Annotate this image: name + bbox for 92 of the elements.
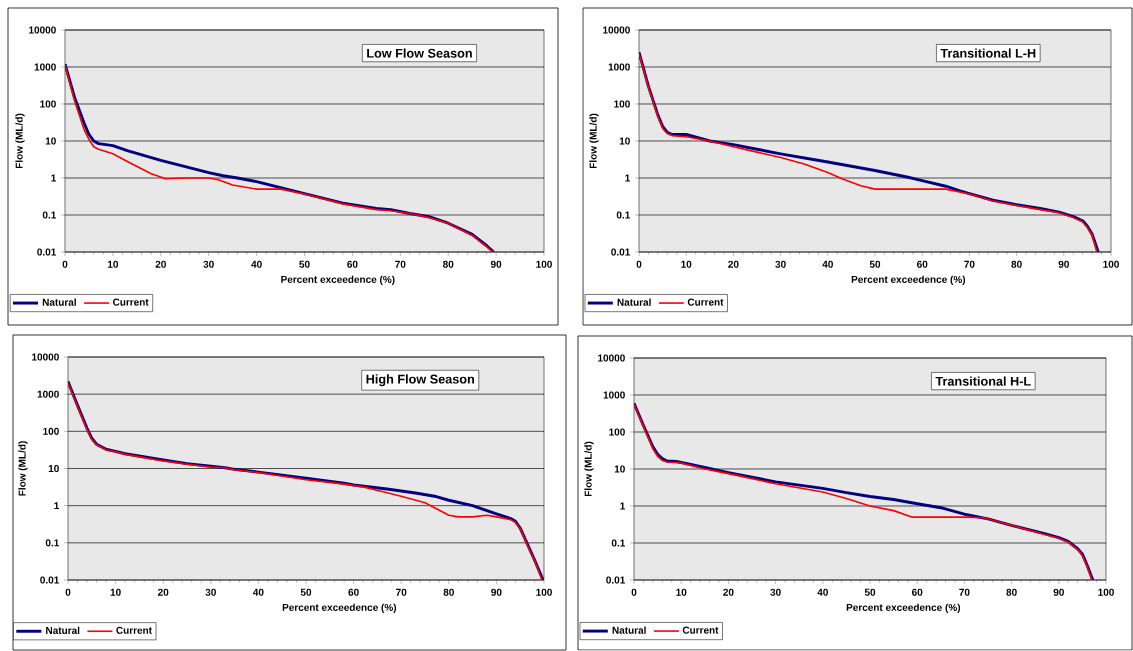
y-tick-label: 10000 — [29, 26, 56, 34]
x-tick-label: 100 — [1103, 260, 1119, 268]
x-tick-label: 0 — [65, 588, 71, 596]
y-axis-title: Flow (ML/d) — [584, 441, 594, 497]
x-tick-label: 50 — [869, 260, 881, 268]
x-tick-label: 50 — [300, 588, 312, 596]
x-tick-label: 50 — [299, 260, 310, 268]
y-tick-label: 10000 — [598, 354, 625, 362]
x-tick-label: 30 — [205, 588, 216, 596]
y-tick-label: 10 — [48, 464, 59, 473]
text: Transitional L-H — [940, 48, 1036, 58]
y-tick-label: 100 — [614, 100, 630, 108]
x-tick-label: 80 — [1006, 588, 1017, 596]
x-tick-label: 40 — [251, 260, 262, 268]
x-tick-label: 40 — [252, 588, 264, 596]
y-tick-label: 0.1 — [42, 211, 57, 219]
y-tick-label: 0.1 — [616, 211, 631, 219]
y-tick-label: 10 — [619, 137, 630, 145]
y-tick-label: 0.01 — [611, 248, 631, 256]
x-tick-label: 0 — [636, 260, 642, 268]
legend-label: Natural — [46, 626, 80, 634]
x-tick-label: 30 — [203, 260, 214, 268]
x-tick-label: 10 — [110, 588, 121, 596]
x-tick-label: 10 — [681, 260, 692, 268]
x-tick-label: 60 — [917, 260, 928, 268]
legend-label: Natural — [617, 298, 651, 306]
y-tick-label: 1 — [620, 502, 626, 510]
y-tick-label: 0.1 — [45, 539, 60, 547]
x-tick-label: 90 — [1058, 260, 1069, 268]
x-tick-label: 0 — [62, 260, 68, 268]
y-tick-label: 1 — [625, 174, 631, 182]
x-tick-label: 70 — [395, 260, 406, 268]
x-tick-label: 80 — [443, 588, 454, 596]
y-tick-label: 1000 — [34, 63, 56, 71]
x-tick-label: 70 — [964, 260, 975, 268]
x-tick-label: 10 — [676, 588, 687, 596]
x-tick-label: 20 — [723, 588, 734, 596]
y-tick-label: 10000 — [603, 26, 630, 34]
x-tick-label: 90 — [491, 588, 502, 596]
x-tick-label: 100 — [536, 260, 552, 268]
x-tick-label: 90 — [490, 260, 502, 268]
x-tick-label: 40 — [817, 588, 828, 596]
x-axis-title: Percent exceedence (%) — [282, 603, 397, 613]
text: Transitional H-L — [935, 376, 1031, 386]
y-tick-label: 1000 — [37, 390, 59, 398]
x-tick-label: 50 — [864, 588, 876, 596]
y-tick-label: 10 — [45, 137, 56, 145]
y-tick-label: 1000 — [603, 391, 625, 399]
x-tick-label: 0 — [631, 588, 637, 596]
legend-label: Natural — [612, 626, 646, 634]
x-tick-label: 80 — [1011, 260, 1022, 268]
y-tick-label: 1 — [51, 174, 57, 182]
x-tick-label: 60 — [348, 588, 359, 596]
x-tick-label: 10 — [107, 260, 119, 268]
y-tick-label: 100 — [609, 428, 625, 436]
y-tick-label: 0.01 — [606, 576, 626, 584]
text: High Flow Season — [366, 374, 475, 387]
x-tick-label: 100 — [1098, 588, 1114, 596]
x-tick-label: 90 — [1053, 588, 1064, 596]
y-tick-label: 0.1 — [611, 539, 626, 547]
x-tick-label: 20 — [155, 260, 166, 268]
legend-label: Current — [113, 298, 149, 306]
legend-label: Current — [116, 626, 152, 634]
x-tick-label: 20 — [728, 260, 739, 268]
legend-label: Current — [687, 298, 724, 306]
x-tick-label: 40 — [822, 260, 833, 268]
y-axis-title: Flow (ML/d) — [15, 113, 25, 169]
y-tick-label: 10000 — [32, 353, 59, 361]
x-tick-label: 70 — [959, 588, 970, 596]
x-axis-title: Percent exceedence (%) — [846, 603, 961, 613]
x-tick-label: 30 — [770, 588, 781, 596]
y-tick-label: 1 — [54, 502, 60, 510]
x-axis-title: Percent exceedence (%) — [851, 275, 966, 285]
legend-label: Current — [682, 626, 719, 634]
x-tick-label: 30 — [775, 260, 786, 268]
x-axis-title: Percent exceedence (%) — [281, 275, 395, 285]
y-tick-label: 0.01 — [37, 248, 57, 256]
x-tick-label: 100 — [536, 588, 552, 596]
y-tick-label: 0.01 — [40, 576, 60, 584]
x-tick-label: 20 — [157, 588, 169, 596]
y-axis-title: Flow (ML/d) — [18, 441, 28, 496]
y-axis-title: Flow (ML/d) — [589, 113, 599, 169]
x-tick-label: 70 — [396, 588, 407, 596]
y-tick-label: 100 — [43, 427, 59, 435]
text: Low Flow Season — [367, 48, 472, 58]
x-tick-label: 60 — [912, 588, 923, 596]
x-tick-label: 60 — [347, 260, 358, 268]
legend-label: Natural — [42, 298, 76, 306]
y-tick-label: 100 — [40, 100, 56, 108]
y-tick-label: 1000 — [608, 63, 630, 71]
x-tick-label: 80 — [442, 260, 454, 268]
y-tick-label: 10 — [614, 465, 625, 473]
